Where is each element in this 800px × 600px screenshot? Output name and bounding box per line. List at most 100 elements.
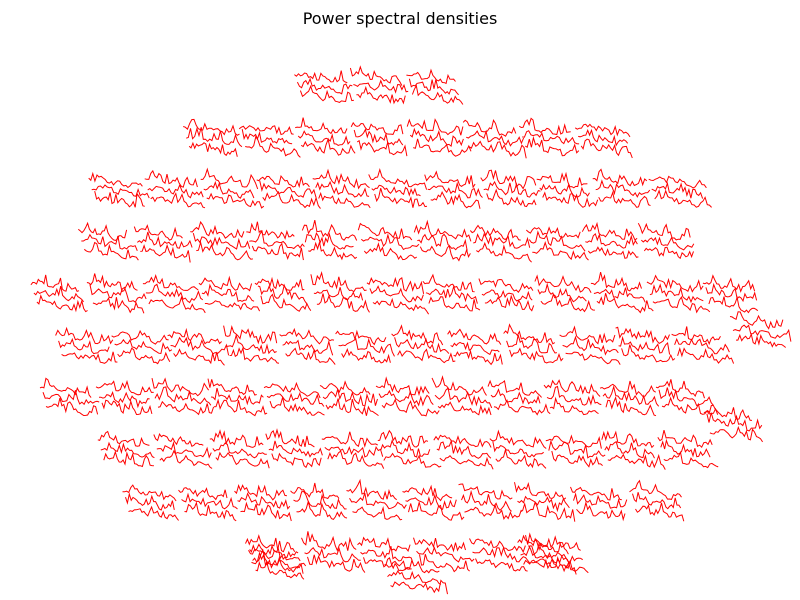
psd-trace-49 <box>368 167 428 190</box>
psd-trace-270 <box>576 500 626 522</box>
psd-trace-259 <box>402 484 453 502</box>
psd-trace-281 <box>416 546 475 563</box>
psd-trace-234 <box>495 448 547 469</box>
psd-trace-160 <box>447 328 502 345</box>
psd-trace-119 <box>369 285 424 303</box>
psd-trace-258 <box>352 506 403 521</box>
psd-trace-244 <box>122 484 177 502</box>
psd-trace-129 <box>540 293 595 313</box>
psd-trace-300 <box>523 558 577 575</box>
psd-trace-275 <box>304 547 361 563</box>
psd-trace-54 <box>430 191 481 209</box>
psd-trace-240 <box>607 453 666 470</box>
psd-trace-5 <box>353 79 409 94</box>
psd-trace-2 <box>296 77 353 95</box>
psd-trace-242 <box>660 438 711 458</box>
psd-trace-9 <box>411 84 464 105</box>
psd-trace-164 <box>506 334 558 354</box>
psd-trace-205 <box>599 380 656 397</box>
psd-trace-278 <box>360 545 414 565</box>
psd-trace-217 <box>209 429 264 448</box>
psd-trace-11 <box>186 127 243 148</box>
psd-trace-203 <box>546 385 602 406</box>
psd-trace-48 <box>318 191 371 209</box>
psd-trace-85 <box>413 219 472 242</box>
psd-trace-50 <box>371 184 421 197</box>
psd-trace-243 <box>663 450 719 469</box>
psd-trace-223 <box>321 431 378 448</box>
psd-trace-21 <box>356 139 408 157</box>
psd-trace-105 <box>92 297 145 314</box>
psd-trace-3 <box>299 84 354 103</box>
psd-trace-196 <box>431 375 487 396</box>
psd-trace-59 <box>539 183 590 198</box>
psd-trace-20 <box>353 128 404 146</box>
psd-trace-289 <box>729 311 784 330</box>
psd-trace-290 <box>732 324 792 342</box>
psd-trace-35 <box>91 184 150 199</box>
psd-trace-106 <box>142 274 199 291</box>
psd-trace-276 <box>307 554 366 573</box>
psd-trace-216 <box>159 449 213 469</box>
psd-trace-130 <box>590 271 642 292</box>
psd-trace-224 <box>324 445 384 458</box>
psd-trace-41 <box>203 180 255 199</box>
psd-trace-215 <box>156 441 212 459</box>
psd-trace-79 <box>301 219 358 241</box>
psd-trace-122 <box>425 284 478 304</box>
psd-trace-239 <box>604 440 655 459</box>
psd-trace-86 <box>417 233 468 251</box>
psd-trace-201 <box>493 398 551 416</box>
psd-trace-192 <box>325 398 379 417</box>
psd-trace-32 <box>578 128 629 147</box>
psd-trace-6 <box>356 85 406 105</box>
psd-trace-228 <box>383 452 442 468</box>
psd-trace-191 <box>322 389 378 407</box>
psd-trace-179 <box>99 391 150 409</box>
psd-trace-296 <box>632 492 682 510</box>
psd-trace-66 <box>654 189 712 208</box>
psd-trace-190 <box>319 380 371 396</box>
psd-trace-107 <box>145 283 204 304</box>
psd-trace-218 <box>212 442 267 459</box>
psd-trace-213 <box>103 450 154 468</box>
psd-trace-233 <box>492 441 544 458</box>
psd-trace-148 <box>223 325 278 345</box>
psd-trace-14 <box>241 129 293 145</box>
psd-trace-306 <box>255 560 305 580</box>
psd-trace-211 <box>97 430 150 447</box>
psd-trace-186 <box>213 398 268 417</box>
psd-trace-264 <box>464 503 522 520</box>
psd-trace-135 <box>652 295 711 314</box>
psd-trace-212 <box>100 441 155 459</box>
psd-trace-87 <box>419 244 471 262</box>
psd-trace-45 <box>262 190 321 209</box>
psd-trace-19 <box>350 121 404 135</box>
psd-trace-23 <box>409 127 464 148</box>
psd-trace-305 <box>252 548 307 569</box>
psd-trace-193 <box>375 376 430 397</box>
psd-trace-183 <box>157 400 215 416</box>
psd-trace-134 <box>649 283 704 304</box>
psd-trace-42 <box>206 192 265 209</box>
psd-trace-282 <box>419 554 470 573</box>
psd-trace-69 <box>83 241 139 261</box>
psd-trace-185 <box>210 387 264 406</box>
psd-trace-39 <box>150 192 206 209</box>
psd-trace-143 <box>114 338 173 355</box>
psd-trace-140 <box>58 337 110 355</box>
psd-trace-173 <box>674 337 730 355</box>
psd-trace-249 <box>184 501 237 522</box>
psd-trace-283 <box>469 538 526 554</box>
psd-trace-303 <box>390 579 448 595</box>
psd-trace-172 <box>671 326 721 345</box>
psd-trace-141 <box>61 351 118 364</box>
psd-trace-200 <box>490 388 541 405</box>
psd-trace-263 <box>461 489 512 512</box>
psd-trace-188 <box>266 392 325 407</box>
psd-trace-166 <box>559 325 616 345</box>
psd-trace-170 <box>618 335 671 355</box>
psd-trace-181 <box>151 377 210 397</box>
psd-trace-77 <box>249 229 305 250</box>
